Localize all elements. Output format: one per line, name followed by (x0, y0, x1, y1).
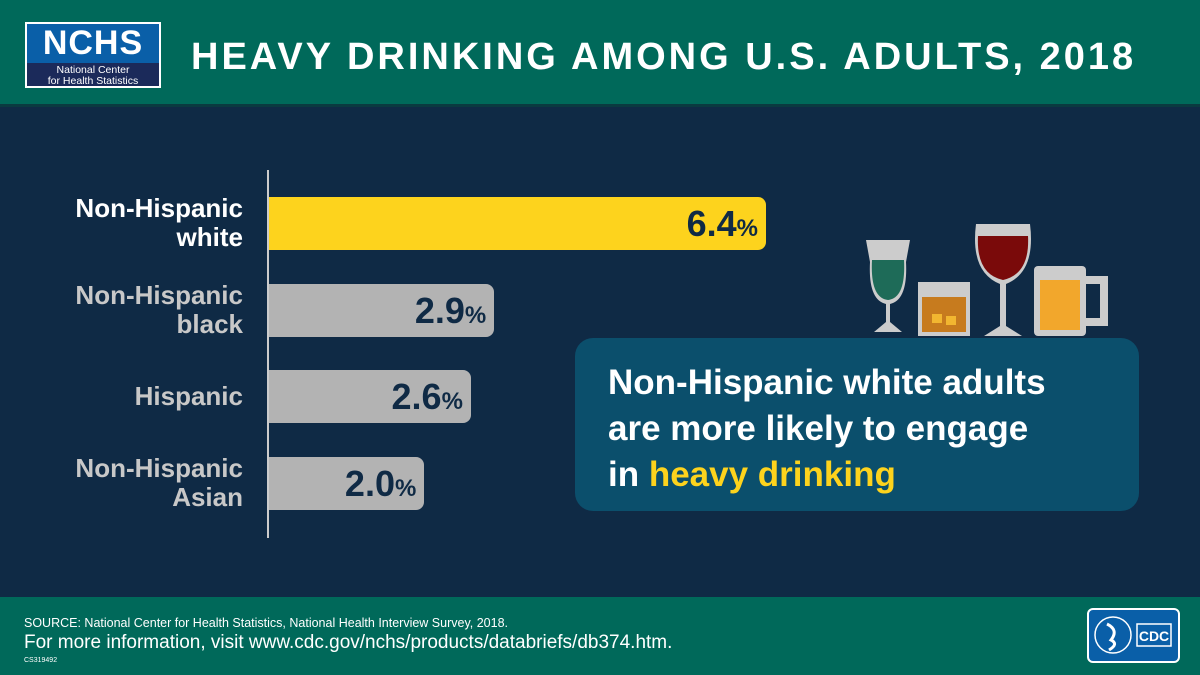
footer: SOURCE: National Center for Health Stati… (0, 597, 1200, 675)
category-label: Hispanic (134, 380, 243, 411)
callout-line-2: are more likely to engage (608, 409, 1029, 448)
more-info-link[interactable]: For more information, visit www.cdc.gov/… (24, 632, 673, 653)
cocktail-glass-icon (866, 240, 910, 332)
category-label: Non-Hispanic Asian (75, 453, 243, 512)
callout-line-3: in heavy drinking (608, 455, 896, 494)
category-label: Non-Hispanic black (75, 280, 243, 339)
wine-glass-icon (975, 224, 1031, 336)
nchs-logo: NCHS National Center for Health Statistic… (25, 22, 161, 88)
data-label: 2.9 (414, 290, 465, 331)
unit-label: % (441, 388, 463, 415)
bar: 2.0% (269, 457, 425, 510)
beer-mug-icon (1034, 266, 1108, 336)
data-label: 2.0 (344, 463, 395, 504)
data-label: 2.6 (391, 376, 442, 417)
page-title: HEAVY DRINKING AMONG U.S. ADULTS, 2018 (191, 36, 1137, 78)
callout-line-1: Non-Hispanic white adults (608, 363, 1046, 402)
category-label: Non-Hispanic white (75, 193, 243, 252)
callout-box: Non-Hispanic white adults are more likel… (575, 338, 1139, 511)
bar: 2.9% (269, 284, 495, 337)
unit-label: % (464, 302, 487, 329)
unit-label: % (394, 475, 417, 502)
header: NCHS National Center for Health Statistic… (0, 0, 1200, 107)
whiskey-glass-icon (918, 282, 970, 336)
source-text: SOURCE: National Center for Health Stati… (24, 616, 509, 630)
chart-axis (267, 170, 269, 538)
bar: 6.4% (269, 197, 766, 250)
svg-text:CDC: CDC (1139, 628, 1169, 644)
cdc-logo: CDC (1087, 608, 1180, 663)
logo-main: NCHS (27, 24, 159, 63)
bar: 2.6% (269, 370, 471, 423)
drinks-illustration (866, 224, 1108, 336)
unit-label: % (736, 215, 758, 242)
data-label: 6.4 (686, 203, 737, 244)
logo-sub: National Center for Health Statistics (47, 64, 139, 87)
document-code: CS319492 (24, 657, 58, 664)
callout-highlight: heavy drinking (648, 455, 896, 494)
